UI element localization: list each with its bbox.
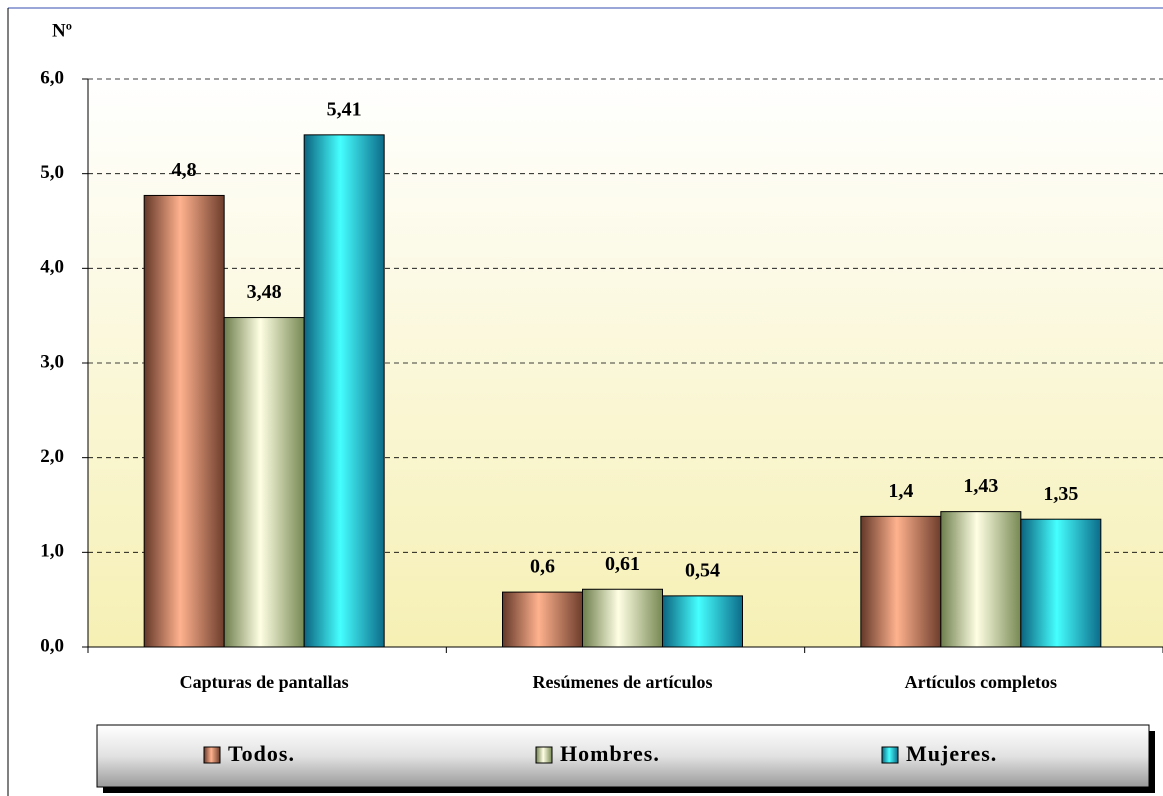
y-tick-label: 0,0 — [40, 635, 64, 656]
bar — [860, 515, 942, 648]
bar — [582, 588, 663, 648]
legend-box — [96, 724, 1150, 788]
bar — [223, 317, 305, 648]
value-label: 0,61 — [605, 553, 640, 575]
bar — [662, 595, 743, 648]
value-label: 1,4 — [888, 480, 913, 502]
legend-swatch — [203, 746, 221, 764]
y-tick-label: 1,0 — [40, 541, 64, 562]
legend-label: Mujeres. — [906, 741, 997, 766]
value-label: 0,6 — [530, 556, 555, 578]
y-tick-label: 6,0 — [40, 67, 64, 88]
y-tick-label: 5,0 — [40, 162, 64, 183]
legend-label: Todos. — [228, 741, 295, 766]
bar — [940, 511, 1022, 648]
x-tick-label: Artículos completos — [905, 672, 1057, 692]
bar — [1020, 518, 1102, 648]
y-tick-label: 3,0 — [40, 351, 64, 372]
x-tick-label: Resúmenes de artículos — [533, 672, 713, 692]
value-label: 3,48 — [247, 281, 282, 303]
value-label: 4,8 — [172, 159, 197, 181]
value-label: 1,35 — [1043, 483, 1078, 505]
value-label: 0,54 — [685, 559, 720, 581]
y-tick-label: 4,0 — [40, 257, 64, 278]
y-axis-label: Nº — [52, 20, 72, 41]
x-tick-label: Capturas de pantallas — [180, 672, 349, 692]
legend-swatch — [881, 746, 899, 764]
bar — [303, 134, 385, 648]
value-label: 1,43 — [963, 475, 998, 497]
legend-label: Hombres. — [560, 741, 660, 766]
legend-swatch — [535, 746, 553, 764]
y-tick-label: 2,0 — [40, 446, 64, 467]
value-label: 5,41 — [327, 98, 362, 120]
bar — [143, 194, 225, 648]
bar — [502, 591, 583, 648]
